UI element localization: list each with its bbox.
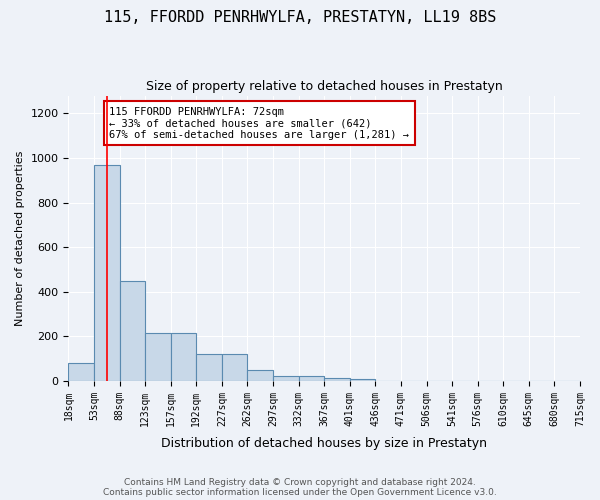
Bar [119, 280, 145, 381]
Bar [222, 354, 247, 381]
Text: Contains HM Land Registry data © Crown copyright and database right 2024.
Contai: Contains HM Land Registry data © Crown c… [103, 478, 497, 497]
Bar [94, 164, 119, 381]
Bar [145, 333, 171, 381]
Bar [196, 354, 222, 381]
Bar [324, 378, 350, 381]
Bar [350, 378, 376, 381]
Y-axis label: Number of detached properties: Number of detached properties [15, 150, 25, 326]
Text: 115, FFORDD PENRHWYLFA, PRESTATYN, LL19 8BS: 115, FFORDD PENRHWYLFA, PRESTATYN, LL19 … [104, 10, 496, 25]
Bar [247, 370, 273, 381]
Bar [171, 333, 196, 381]
Bar [299, 376, 324, 381]
Text: 115 FFORDD PENRHWYLFA: 72sqm
← 33% of detached houses are smaller (642)
67% of s: 115 FFORDD PENRHWYLFA: 72sqm ← 33% of de… [109, 106, 409, 140]
Title: Size of property relative to detached houses in Prestatyn: Size of property relative to detached ho… [146, 80, 503, 93]
Bar [68, 363, 94, 381]
X-axis label: Distribution of detached houses by size in Prestatyn: Distribution of detached houses by size … [161, 437, 487, 450]
Bar [273, 376, 299, 381]
